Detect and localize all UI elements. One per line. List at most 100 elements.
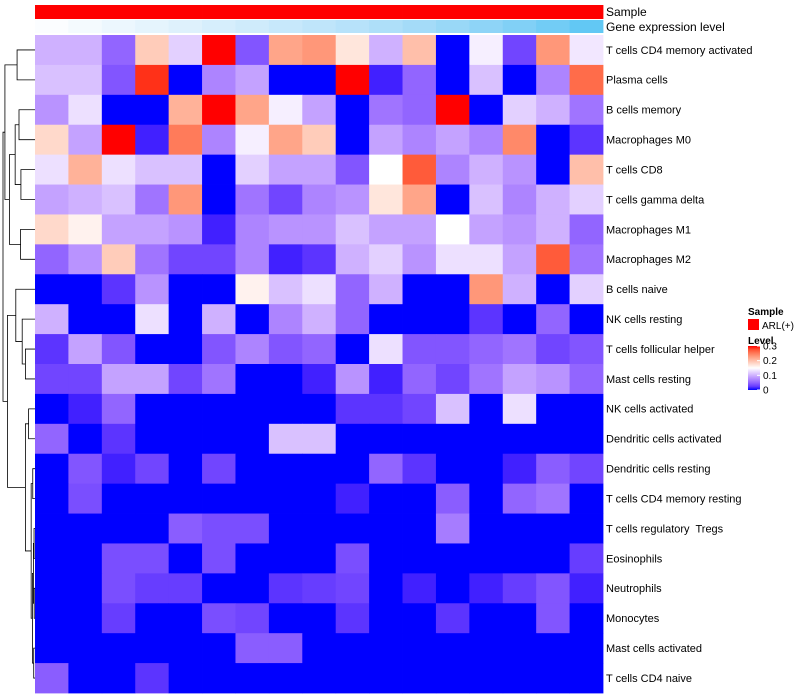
heatmap-cell — [369, 423, 403, 455]
heatmap-cell — [502, 244, 537, 275]
heatmap-cell — [469, 453, 504, 485]
heatmap-cell — [502, 35, 537, 66]
heatmap-cell — [168, 393, 203, 425]
row-label: Mast cells activated — [606, 643, 702, 655]
heatmap-cell — [235, 633, 270, 664]
heatmap-cell — [235, 543, 270, 574]
heatmap-cell — [469, 603, 504, 634]
heatmap-cell — [202, 573, 236, 604]
heatmap-cell — [569, 35, 604, 66]
heatmap-cell — [536, 334, 570, 365]
heatmap-cell — [101, 94, 136, 126]
heatmap-cell — [101, 35, 136, 66]
heatmap-cell — [536, 633, 570, 664]
heatmap-cell — [68, 94, 103, 126]
heatmap-cell — [235, 214, 270, 245]
heatmap-cell — [469, 35, 504, 66]
heatmap-cell — [235, 274, 270, 305]
heatmap-cell — [268, 184, 303, 215]
heatmap-cell — [68, 35, 103, 66]
heatmap-cell — [469, 334, 504, 365]
heatmap-cell — [68, 274, 103, 305]
heatmap-cell — [569, 453, 604, 485]
heatmap-cell — [168, 633, 203, 664]
heatmap-cell — [569, 573, 604, 604]
heatmap-cell — [502, 513, 537, 544]
gene-expression-annotation-cell — [402, 20, 437, 33]
heatmap-cell — [402, 513, 437, 544]
heatmap-cell — [536, 543, 570, 574]
heatmap-cell — [335, 154, 370, 185]
heatmap-cell — [35, 513, 69, 544]
heatmap-cell — [168, 483, 203, 514]
heatmap-cell — [402, 214, 437, 245]
gene-expression-annotation-cell — [469, 20, 504, 33]
heatmap-cell — [536, 304, 570, 335]
heatmap-cell — [35, 663, 69, 694]
heatmap-cell — [369, 64, 403, 96]
heatmap-cell — [101, 364, 136, 395]
heatmap-cell — [202, 304, 236, 335]
heatmap-cell — [168, 184, 203, 215]
heatmap-cell — [335, 393, 370, 425]
sample-annotation-cell — [235, 5, 270, 19]
heatmap-cell — [569, 483, 604, 514]
heatmap-cell — [135, 184, 170, 215]
heatmap-cell — [135, 663, 170, 694]
dendrogram-branch — [25, 348, 35, 380]
heatmap-cell — [168, 154, 203, 185]
heatmap-cell — [168, 573, 203, 604]
heatmap-cell — [202, 453, 236, 485]
heatmap-cell — [435, 35, 470, 66]
row-label: T cells CD4 memory resting — [606, 493, 742, 505]
heatmap-cell — [435, 364, 470, 395]
heatmap-cell — [235, 513, 270, 544]
heatmap-cell — [536, 573, 570, 604]
heatmap-cell — [168, 35, 203, 66]
dendrogram-branch — [32, 468, 35, 499]
heatmap-cell — [469, 393, 504, 425]
row-label: Dendritic cells resting — [606, 464, 711, 476]
dendrogram-branch — [16, 49, 35, 81]
heatmap-cell — [569, 154, 604, 185]
heatmap-cell — [268, 663, 303, 694]
heatmap-cell — [268, 214, 303, 245]
heatmap-cell — [302, 35, 337, 66]
heatmap-cell — [68, 124, 103, 156]
heatmap-cell — [502, 663, 537, 694]
column-annotations — [35, 5, 604, 33]
heatmap-cell — [268, 124, 303, 156]
row-label: T cells CD4 naive — [606, 673, 692, 685]
heatmap-cell — [335, 633, 370, 664]
heatmap-cell — [469, 244, 504, 275]
heatmap-cell — [135, 124, 170, 156]
sample-annotation-cell — [68, 5, 103, 19]
heatmap-cell — [302, 573, 337, 604]
heatmap-cell — [68, 393, 103, 425]
heatmap-cell — [68, 214, 103, 245]
heatmap-cell — [502, 274, 537, 305]
sample-annotation-cell — [101, 5, 136, 19]
heatmap-cell — [369, 184, 403, 215]
heatmap-cell — [68, 154, 103, 185]
heatmap-cell — [569, 214, 604, 245]
heatmap-cell — [302, 453, 337, 485]
heatmap-cell — [168, 64, 203, 96]
heatmap-cell — [302, 334, 337, 365]
heatmap-cell — [569, 603, 604, 634]
dendrogram-branch — [14, 124, 21, 185]
gene-expression-annotation-cell — [302, 20, 337, 33]
heatmap-cell — [402, 423, 437, 455]
heatmap-cell — [469, 214, 504, 245]
heatmap-cell — [369, 214, 403, 245]
heatmap-cell — [101, 393, 136, 425]
heatmap-cell — [68, 244, 103, 275]
heatmap-cell — [369, 573, 403, 604]
gene-expression-annotation-cell — [502, 20, 537, 33]
heatmap-cell — [402, 364, 437, 395]
heatmap-cell — [135, 274, 170, 305]
heatmap-cell — [502, 334, 537, 365]
heatmap-cell — [302, 304, 337, 335]
heatmap-cell — [435, 603, 470, 634]
sample-annotation-cell — [536, 5, 570, 19]
